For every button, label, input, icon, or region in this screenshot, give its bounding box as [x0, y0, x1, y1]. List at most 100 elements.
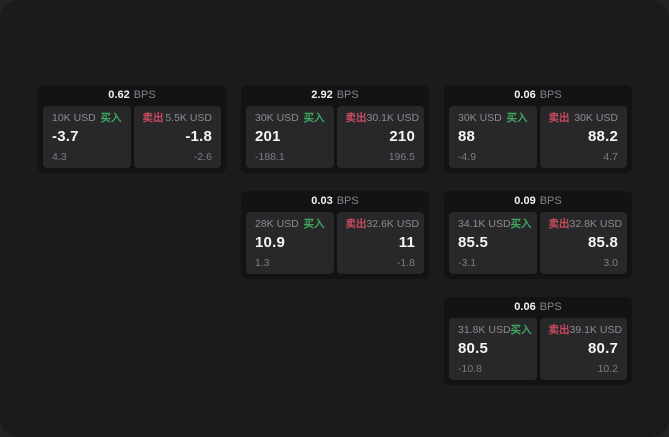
cards-grid: 0.62 BPS 10K USD 买入 -3.7 4.3 卖出 5.5K USD…: [38, 85, 632, 385]
sell-side-label: 卖出: [142, 112, 164, 124]
bps-value: 0.06: [514, 301, 536, 313]
sell-panel[interactable]: 卖出 32.6K USD 11 -1.8: [336, 212, 424, 274]
card-header: 0.03 BPS: [241, 191, 429, 212]
quote-panels: 31.8K USD 买入 80.5 -10.8 卖出 39.1K USD 80.…: [444, 318, 632, 385]
sell-amount: 32.8K USD: [569, 218, 623, 230]
bps-value: 0.09: [514, 195, 536, 207]
quote-panels: 10K USD 买入 -3.7 4.3 卖出 5.5K USD -1.8 -2.…: [38, 106, 226, 173]
sell-sub-value: 10.2: [597, 362, 618, 375]
quote-card: 0.06 BPS 30K USD 买入 88 -4.9 卖出 30K USD 8…: [444, 85, 632, 173]
sell-amount: 30.1K USD: [366, 112, 420, 124]
sell-panel[interactable]: 卖出 30K USD 88.2 4.7: [539, 106, 627, 168]
buy-panel-header: 10K USD 买入: [52, 113, 122, 124]
buy-side-label: 买入: [510, 324, 532, 336]
sell-price: 210: [389, 128, 415, 146]
buy-side-label: 买入: [510, 218, 532, 230]
sell-panel-header: 卖出 39.1K USD: [548, 324, 623, 336]
buy-price: -3.7: [52, 128, 79, 146]
buy-panel-header: 30K USD 买入: [458, 113, 528, 124]
quote-card: 2.92 BPS 30K USD 买入 201 -188.1 卖出 30.1K …: [241, 85, 429, 173]
sell-side-label: 卖出: [548, 112, 570, 124]
buy-sub-value: -4.9: [458, 150, 477, 163]
quote-panels: 30K USD 买入 88 -4.9 卖出 30K USD 88.2 4.7: [444, 106, 632, 173]
sell-side-label: 卖出: [345, 112, 367, 124]
sell-sub-value: -1.8: [396, 256, 415, 269]
buy-amount: 10K USD: [52, 112, 96, 124]
sell-panel-header: 卖出 30K USD: [549, 113, 619, 124]
sell-side-label: 卖出: [548, 324, 570, 336]
buy-panel[interactable]: 28K USD 买入 10.9 1.3: [246, 212, 334, 274]
buy-sub-value: 4.3: [52, 150, 67, 163]
card-header: 2.92 BPS: [241, 85, 429, 106]
quote-panels: 30K USD 买入 201 -188.1 卖出 30.1K USD 210 1…: [241, 106, 429, 173]
buy-sub-value: -10.8: [458, 362, 482, 375]
buy-amount: 31.8K USD: [458, 324, 511, 336]
quote-panels: 28K USD 买入 10.9 1.3 卖出 32.6K USD 11 -1.8: [241, 212, 429, 279]
sell-amount: 30K USD: [574, 112, 618, 124]
bps-unit-label: BPS: [539, 195, 562, 207]
sell-sub-value: -2.6: [193, 150, 212, 163]
quote-card: 0.03 BPS 28K USD 买入 10.9 1.3 卖出 32.6K US…: [241, 191, 429, 279]
buy-panel[interactable]: 10K USD 买入 -3.7 4.3: [43, 106, 131, 168]
sell-sub-value: 3.0: [603, 256, 618, 269]
buy-panel[interactable]: 31.8K USD 买入 80.5 -10.8: [449, 318, 537, 380]
buy-side-label: 买入: [506, 112, 528, 124]
sell-sub-value: 4.7: [603, 150, 618, 163]
quote-card: 0.06 BPS 31.8K USD 买入 80.5 -10.8 卖出 39.1…: [444, 297, 632, 385]
sell-panel[interactable]: 卖出 30.1K USD 210 196.5: [336, 106, 424, 168]
quote-card: 0.09 BPS 34.1K USD 买入 85.5 -3.1 卖出 32.8K…: [444, 191, 632, 279]
buy-amount: 28K USD: [255, 218, 299, 230]
buy-panel[interactable]: 30K USD 买入 88 -4.9: [449, 106, 537, 168]
buy-panel-header: 28K USD 买入: [255, 219, 325, 230]
bps-unit-label: BPS: [336, 89, 359, 101]
sell-panel-header: 卖出 30.1K USD: [345, 112, 420, 124]
bps-unit-label: BPS: [133, 89, 156, 101]
sell-price: 11: [398, 234, 415, 252]
buy-side-label: 买入: [303, 218, 325, 230]
buy-panel-header: 30K USD 买入: [255, 113, 325, 124]
quote-panels: 34.1K USD 买入 85.5 -3.1 卖出 32.8K USD 85.8…: [444, 212, 632, 279]
buy-side-label: 买入: [303, 112, 325, 124]
buy-price: 85.5: [458, 234, 488, 252]
sell-panel-header: 卖出 32.8K USD: [548, 218, 623, 230]
sell-panel[interactable]: 卖出 32.8K USD 85.8 3.0: [539, 212, 627, 274]
card-header: 0.06 BPS: [444, 297, 632, 318]
buy-panel-header: 34.1K USD 买入: [458, 218, 532, 230]
sell-panel-header: 卖出 5.5K USD: [143, 113, 213, 124]
buy-price: 88: [458, 128, 476, 146]
sell-amount: 39.1K USD: [569, 324, 623, 336]
card-header: 0.09 BPS: [444, 191, 632, 212]
sell-price: 80.7: [588, 340, 618, 358]
sell-panel[interactable]: 卖出 39.1K USD 80.7 10.2: [539, 318, 627, 380]
bps-unit-label: BPS: [539, 301, 562, 313]
card-header: 0.62 BPS: [38, 85, 226, 106]
bps-value: 2.92: [311, 89, 333, 101]
sell-sub-value: 196.5: [388, 150, 415, 163]
buy-side-label: 买入: [100, 112, 122, 124]
buy-price: 80.5: [458, 340, 488, 358]
buy-sub-value: -188.1: [255, 150, 285, 163]
buy-sub-value: -3.1: [458, 256, 477, 269]
buy-panel[interactable]: 30K USD 买入 201 -188.1: [246, 106, 334, 168]
bps-value: 0.62: [108, 89, 130, 101]
sell-side-label: 卖出: [345, 218, 367, 230]
sell-amount: 5.5K USD: [165, 112, 212, 124]
buy-amount: 30K USD: [255, 112, 299, 124]
card-header: 0.06 BPS: [444, 85, 632, 106]
sell-price: 85.8: [588, 234, 618, 252]
bps-unit-label: BPS: [539, 89, 562, 101]
buy-price: 10.9: [255, 234, 285, 252]
buy-price: 201: [255, 128, 281, 146]
sell-panel[interactable]: 卖出 5.5K USD -1.8 -2.6: [133, 106, 221, 168]
buy-panel[interactable]: 34.1K USD 买入 85.5 -3.1: [449, 212, 537, 274]
bps-value: 0.03: [311, 195, 333, 207]
buy-panel-header: 31.8K USD 买入: [458, 324, 532, 336]
buy-amount: 34.1K USD: [458, 218, 511, 230]
sell-amount: 32.6K USD: [366, 218, 420, 230]
sell-panel-header: 卖出 32.6K USD: [345, 218, 420, 230]
buy-sub-value: 1.3: [255, 256, 270, 269]
bps-unit-label: BPS: [336, 195, 359, 207]
sell-price: -1.8: [185, 128, 212, 146]
sell-side-label: 卖出: [548, 218, 570, 230]
